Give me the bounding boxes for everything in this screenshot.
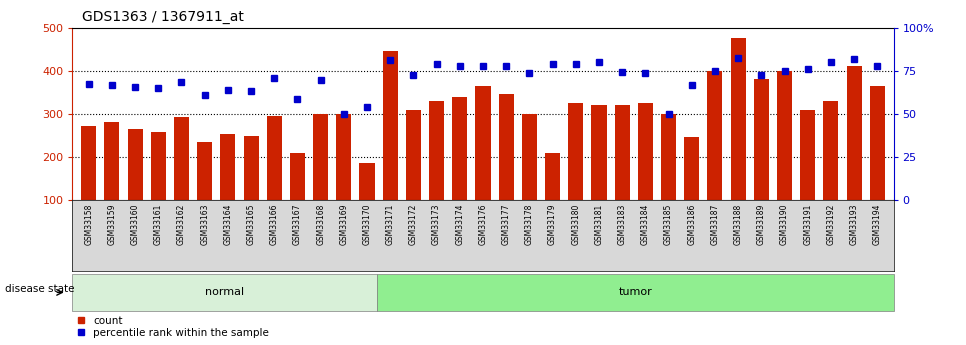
- Text: GSM33180: GSM33180: [571, 204, 581, 245]
- Bar: [383, 51, 398, 200]
- Text: GSM33185: GSM33185: [664, 204, 673, 245]
- Bar: [128, 129, 143, 200]
- Bar: [406, 110, 421, 200]
- Text: GSM33163: GSM33163: [200, 204, 210, 245]
- Bar: [846, 66, 862, 200]
- Bar: [313, 114, 328, 200]
- Text: GSM33173: GSM33173: [432, 204, 441, 245]
- Bar: [475, 86, 491, 200]
- Text: GSM33188: GSM33188: [733, 204, 743, 245]
- Bar: [104, 122, 120, 200]
- Text: GSM33161: GSM33161: [154, 204, 163, 245]
- Bar: [800, 110, 815, 200]
- Bar: [614, 105, 630, 200]
- Bar: [243, 136, 259, 200]
- Bar: [378, 274, 894, 310]
- Text: GSM33165: GSM33165: [246, 204, 256, 245]
- Text: GDS1363 / 1367911_at: GDS1363 / 1367911_at: [82, 10, 244, 24]
- Text: disease state: disease state: [5, 284, 74, 294]
- Text: GSM33159: GSM33159: [107, 204, 116, 245]
- Bar: [753, 79, 769, 200]
- Bar: [591, 105, 607, 200]
- Text: GSM33187: GSM33187: [710, 204, 720, 245]
- Text: GSM33170: GSM33170: [362, 204, 372, 245]
- Bar: [730, 38, 746, 200]
- Text: GSM33178: GSM33178: [525, 204, 534, 245]
- Bar: [429, 101, 444, 200]
- Text: GSM33192: GSM33192: [827, 204, 836, 245]
- Bar: [267, 116, 282, 200]
- Text: GSM33189: GSM33189: [756, 204, 766, 245]
- Text: GSM33171: GSM33171: [385, 204, 395, 245]
- Bar: [81, 126, 97, 200]
- Text: GSM33179: GSM33179: [548, 204, 557, 245]
- Text: GSM33176: GSM33176: [478, 204, 488, 245]
- Bar: [707, 71, 723, 200]
- Text: GSM33169: GSM33169: [339, 204, 349, 245]
- Bar: [336, 114, 352, 200]
- Bar: [498, 95, 514, 200]
- Text: GSM33174: GSM33174: [455, 204, 465, 245]
- Text: GSM33166: GSM33166: [270, 204, 279, 245]
- Text: tumor: tumor: [618, 287, 652, 297]
- Bar: [220, 134, 236, 200]
- Bar: [568, 103, 583, 200]
- Bar: [72, 274, 378, 310]
- Text: GSM33183: GSM33183: [617, 204, 627, 245]
- Text: GSM33162: GSM33162: [177, 204, 186, 245]
- Bar: [777, 71, 792, 200]
- Legend: count, percentile rank within the sample: count, percentile rank within the sample: [77, 316, 270, 338]
- Text: GSM33167: GSM33167: [293, 204, 302, 245]
- Bar: [452, 97, 468, 200]
- Bar: [684, 137, 699, 200]
- Text: GSM33160: GSM33160: [130, 204, 139, 245]
- Bar: [661, 114, 676, 200]
- Bar: [151, 132, 166, 200]
- Text: GSM33194: GSM33194: [873, 204, 882, 245]
- Bar: [174, 117, 189, 200]
- Bar: [197, 142, 213, 200]
- Text: GSM33193: GSM33193: [850, 204, 859, 245]
- Text: GSM33184: GSM33184: [640, 204, 650, 245]
- Text: GSM33181: GSM33181: [594, 204, 604, 245]
- Bar: [638, 103, 653, 200]
- Text: GSM33158: GSM33158: [84, 204, 93, 245]
- Bar: [823, 101, 838, 200]
- Text: GSM33164: GSM33164: [223, 204, 233, 245]
- Text: GSM33190: GSM33190: [780, 204, 789, 245]
- Text: normal: normal: [206, 287, 244, 297]
- Bar: [545, 152, 560, 200]
- Bar: [869, 86, 885, 200]
- Bar: [290, 152, 305, 200]
- Text: GSM33172: GSM33172: [409, 204, 418, 245]
- Text: GSM33177: GSM33177: [501, 204, 511, 245]
- Text: GSM33168: GSM33168: [316, 204, 326, 245]
- Text: GSM33191: GSM33191: [803, 204, 812, 245]
- Bar: [522, 114, 537, 200]
- Bar: [359, 164, 375, 200]
- Text: GSM33186: GSM33186: [687, 204, 696, 245]
